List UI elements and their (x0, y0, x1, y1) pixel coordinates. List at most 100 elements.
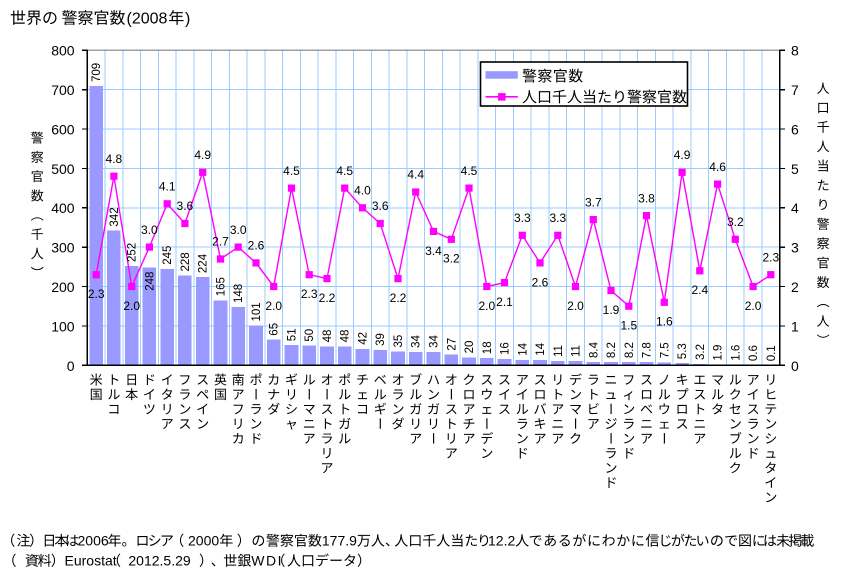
svg-text:6: 6 (791, 122, 799, 138)
svg-text:600: 600 (51, 122, 75, 138)
svg-text:248: 248 (144, 272, 156, 291)
svg-text:8.4: 8.4 (588, 341, 600, 358)
svg-text:42: 42 (358, 332, 370, 345)
svg-text:8.2: 8.2 (606, 342, 618, 358)
svg-text:400: 400 (51, 200, 75, 216)
svg-text:342: 342 (109, 207, 121, 226)
svg-text:): ) (185, 11, 190, 28)
svg-text:2.7: 2.7 (212, 235, 229, 249)
svg-text:4.5: 4.5 (336, 164, 353, 178)
svg-text:709: 709 (91, 63, 103, 82)
svg-text:2.6: 2.6 (248, 239, 265, 253)
svg-text:245: 245 (162, 246, 174, 265)
svg-text:2.0: 2.0 (123, 299, 140, 313)
svg-text:1.6: 1.6 (656, 315, 673, 329)
svg-text:3.0: 3.0 (230, 223, 247, 237)
svg-text:4.8: 4.8 (106, 152, 123, 166)
svg-text:2.1: 2.1 (496, 295, 513, 309)
svg-text:3.2: 3.2 (695, 344, 707, 360)
svg-text:0.6: 0.6 (748, 345, 760, 361)
svg-text:1.6: 1.6 (730, 345, 742, 361)
svg-text:4.9: 4.9 (674, 148, 691, 162)
svg-text:2000: 2000 (188, 533, 219, 549)
svg-text:2.3: 2.3 (762, 250, 779, 264)
svg-text:3.3: 3.3 (549, 211, 566, 225)
svg-text:4.6: 4.6 (709, 160, 726, 174)
svg-text:27: 27 (446, 338, 458, 351)
svg-text:4: 4 (791, 200, 799, 216)
svg-text:2.2: 2.2 (390, 291, 407, 305)
svg-text:252: 252 (127, 243, 139, 262)
svg-text:228: 228 (180, 252, 192, 271)
svg-text:3.4: 3.4 (425, 244, 442, 258)
svg-text:165: 165 (216, 277, 228, 296)
svg-text:3.2: 3.2 (727, 215, 744, 229)
svg-text:0: 0 (67, 358, 75, 374)
svg-text:3.6: 3.6 (177, 199, 194, 213)
svg-text:7.5: 7.5 (659, 342, 671, 358)
svg-text:177.9: 177.9 (322, 533, 357, 549)
svg-text:3: 3 (791, 240, 799, 256)
svg-text:7.8: 7.8 (642, 342, 654, 358)
svg-text:34: 34 (429, 335, 441, 348)
svg-text:18: 18 (482, 341, 494, 354)
svg-text:4.0: 4.0 (354, 183, 371, 197)
svg-text:5: 5 (791, 161, 799, 177)
svg-text:12.2: 12.2 (488, 533, 515, 549)
svg-text:1: 1 (791, 318, 799, 334)
svg-text:1.9: 1.9 (713, 345, 725, 361)
svg-text:14: 14 (535, 342, 547, 355)
svg-text:16: 16 (500, 342, 512, 355)
svg-text:2.2: 2.2 (319, 291, 336, 305)
svg-text:11: 11 (571, 345, 583, 357)
svg-text:2.3: 2.3 (301, 287, 318, 301)
svg-text:0.1: 0.1 (766, 345, 778, 361)
svg-text:3.7: 3.7 (585, 195, 602, 209)
svg-text:8: 8 (791, 43, 799, 59)
svg-text:48: 48 (340, 330, 352, 343)
svg-text:1.5: 1.5 (620, 319, 637, 333)
svg-text:(2008: (2008 (127, 11, 168, 28)
svg-text:100: 100 (51, 318, 75, 334)
svg-text:50: 50 (304, 329, 316, 342)
svg-text:4.5: 4.5 (461, 164, 478, 178)
svg-text:101: 101 (251, 302, 263, 321)
svg-text:2.3: 2.3 (88, 287, 105, 301)
svg-text:700: 700 (51, 82, 75, 98)
svg-text:500: 500 (51, 161, 75, 177)
svg-text:51: 51 (287, 328, 299, 341)
svg-text:Eurostat: Eurostat (65, 553, 117, 569)
svg-text:800: 800 (51, 43, 75, 59)
svg-text:300: 300 (51, 240, 75, 256)
svg-text:3.6: 3.6 (372, 199, 389, 213)
svg-text:2.0: 2.0 (265, 299, 282, 313)
svg-text:34: 34 (411, 335, 423, 348)
svg-text:3.0: 3.0 (141, 223, 158, 237)
svg-text:200: 200 (51, 279, 75, 295)
svg-text:4.1: 4.1 (159, 180, 176, 194)
svg-text:20: 20 (464, 341, 476, 354)
svg-text:2.6: 2.6 (532, 275, 549, 289)
svg-text:3.3: 3.3 (514, 211, 531, 225)
svg-text:4.5: 4.5 (283, 164, 300, 178)
svg-text:2.4: 2.4 (691, 283, 708, 297)
svg-text:2.0: 2.0 (745, 299, 762, 313)
svg-text:2012.5.29: 2012.5.29 (128, 553, 190, 569)
svg-text:2.0: 2.0 (478, 299, 495, 313)
svg-text:4.9: 4.9 (194, 148, 211, 162)
svg-text:224: 224 (198, 253, 210, 273)
svg-text:3.2: 3.2 (443, 252, 460, 266)
svg-text:14: 14 (517, 342, 529, 355)
svg-text:5.3: 5.3 (677, 343, 689, 359)
svg-text:148: 148 (233, 284, 245, 303)
svg-text:2006: 2006 (78, 533, 109, 549)
svg-text:65: 65 (269, 323, 281, 336)
svg-text:1.9: 1.9 (603, 303, 620, 317)
svg-text:4.4: 4.4 (407, 168, 424, 182)
svg-text:0: 0 (791, 358, 799, 374)
svg-text:2.0: 2.0 (567, 299, 584, 313)
svg-text:48: 48 (322, 330, 334, 343)
svg-text:3.8: 3.8 (638, 191, 655, 205)
svg-text:7: 7 (791, 82, 799, 98)
svg-text:39: 39 (375, 333, 387, 346)
